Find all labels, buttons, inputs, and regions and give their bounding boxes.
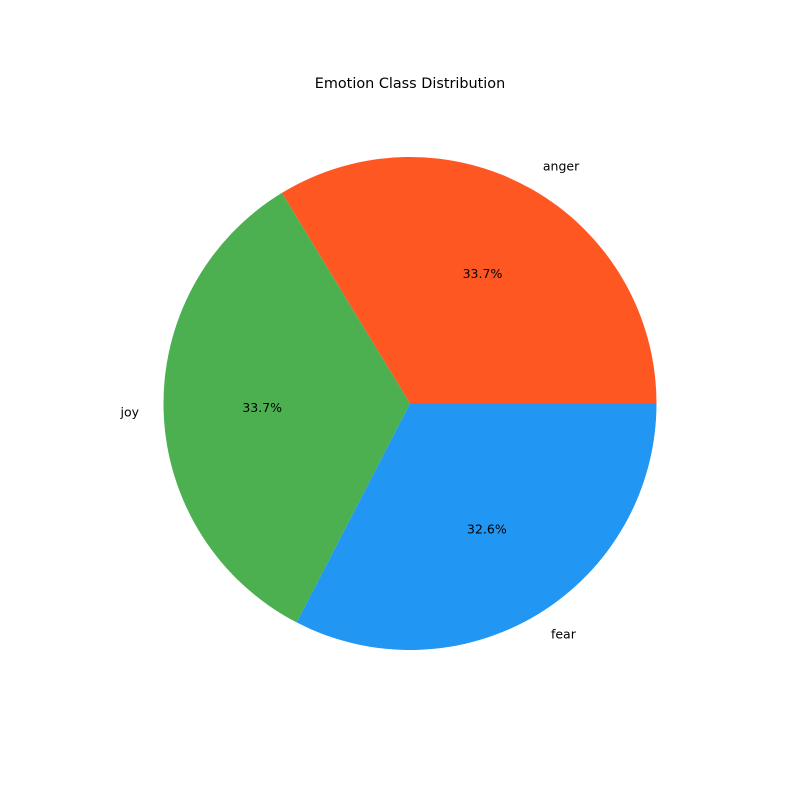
slice-label-anger: anger <box>543 159 580 174</box>
slice-percent-joy: 33.7% <box>242 400 282 415</box>
pie-slice-joy <box>163 192 410 623</box>
pie-slice-fear <box>296 403 657 651</box>
slice-percent-anger: 33.7% <box>463 266 503 281</box>
slice-label-fear: fear <box>551 627 577 642</box>
slice-label-joy: joy <box>119 404 139 419</box>
pie-labels: anger 33.7% joy 33.7% fear 32.6% <box>119 159 580 642</box>
slice-percent-fear: 32.6% <box>467 521 507 536</box>
pie-slices <box>163 156 657 651</box>
pie-slice-anger <box>281 156 657 404</box>
chart-title: Emotion Class Distribution <box>315 76 505 92</box>
